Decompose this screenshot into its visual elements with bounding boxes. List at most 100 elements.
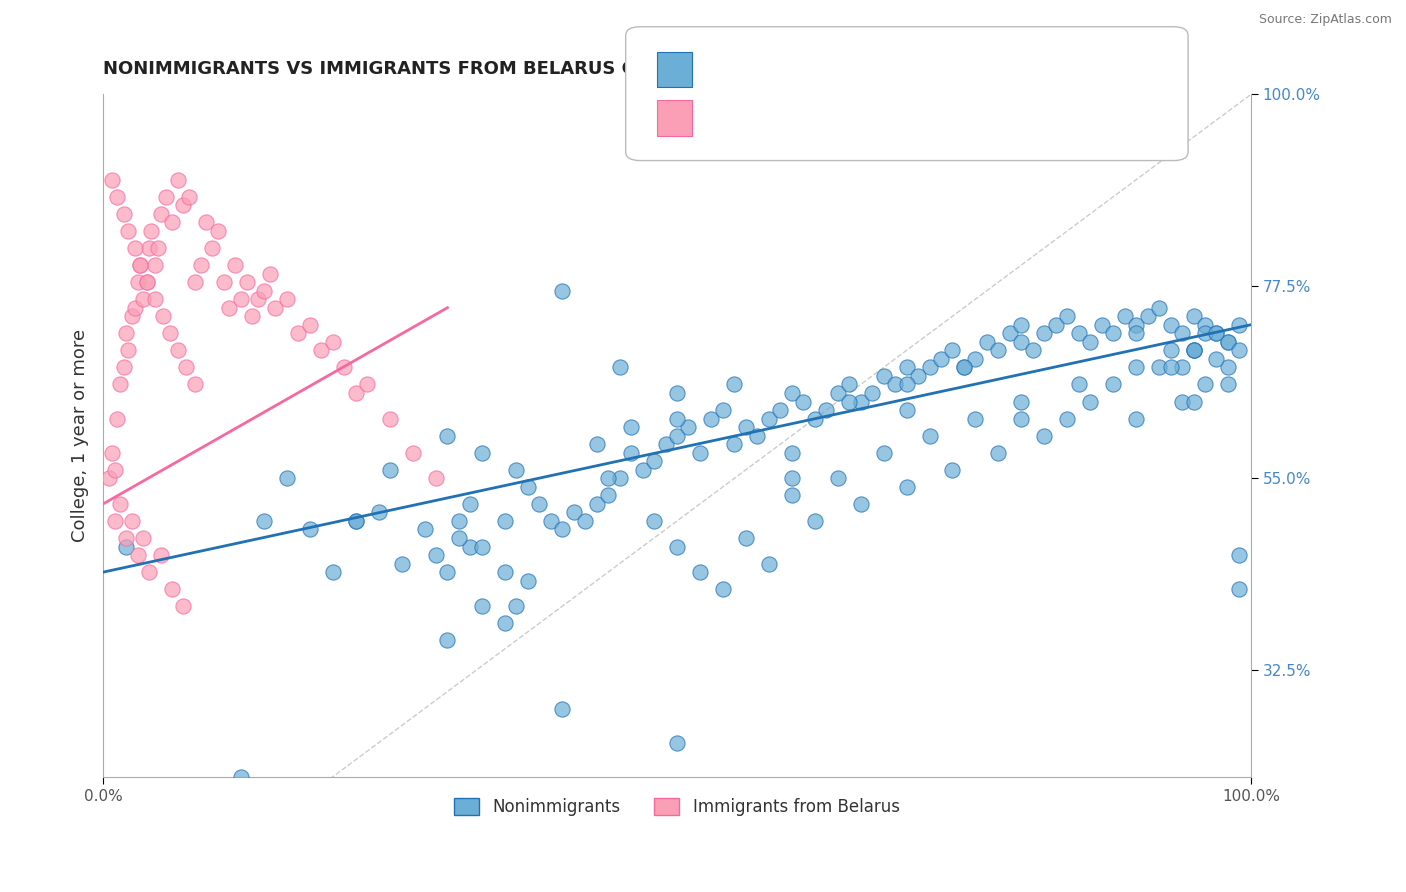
Immigrants from Belarus <box>110 497 132 511</box>
Nonimmigrants <box>1067 377 1090 392</box>
Nonimmigrants <box>941 463 963 477</box>
Nonimmigrants <box>378 463 401 477</box>
Immigrants from Belarus <box>259 267 281 281</box>
Nonimmigrants <box>322 565 344 579</box>
Nonimmigrants <box>872 446 894 460</box>
Immigrants from Belarus <box>149 207 172 221</box>
Immigrants from Belarus <box>97 471 120 485</box>
Nonimmigrants <box>965 351 987 366</box>
Nonimmigrants <box>965 411 987 425</box>
Nonimmigrants <box>436 633 458 648</box>
Immigrants from Belarus <box>105 190 128 204</box>
Immigrants from Belarus <box>101 446 124 460</box>
Y-axis label: College, 1 year or more: College, 1 year or more <box>72 329 89 542</box>
Nonimmigrants <box>574 514 596 528</box>
Nonimmigrants <box>1171 360 1194 375</box>
Immigrants from Belarus <box>224 258 246 272</box>
Nonimmigrants <box>1056 411 1078 425</box>
Nonimmigrants <box>666 540 689 554</box>
Nonimmigrants <box>585 437 607 451</box>
Immigrants from Belarus <box>112 360 135 375</box>
Text: NONIMMIGRANTS VS IMMIGRANTS FROM BELARUS COLLEGE, 1 YEAR OR MORE CORRELATION CHA: NONIMMIGRANTS VS IMMIGRANTS FROM BELARUS… <box>103 60 1119 78</box>
Nonimmigrants <box>643 454 665 468</box>
Immigrants from Belarus <box>127 548 149 562</box>
Nonimmigrants <box>447 514 470 528</box>
Nonimmigrants <box>1182 343 1205 358</box>
Nonimmigrants <box>276 471 298 485</box>
Immigrants from Belarus <box>240 310 263 324</box>
Nonimmigrants <box>1022 343 1045 358</box>
Immigrants from Belarus <box>121 514 143 528</box>
Nonimmigrants <box>1160 343 1182 358</box>
Immigrants from Belarus <box>264 301 287 315</box>
Nonimmigrants <box>1033 326 1056 341</box>
Immigrants from Belarus <box>112 207 135 221</box>
Immigrants from Belarus <box>184 377 207 392</box>
Nonimmigrants <box>1102 326 1125 341</box>
Legend: Nonimmigrants, Immigrants from Belarus: Nonimmigrants, Immigrants from Belarus <box>447 791 907 823</box>
Text: Source: ZipAtlas.com: Source: ZipAtlas.com <box>1258 13 1392 27</box>
Nonimmigrants <box>723 377 745 392</box>
Nonimmigrants <box>678 420 700 434</box>
Nonimmigrants <box>666 736 689 750</box>
Nonimmigrants <box>711 403 734 417</box>
Nonimmigrants <box>1229 343 1251 358</box>
Nonimmigrants <box>516 480 538 494</box>
Nonimmigrants <box>1160 318 1182 332</box>
Nonimmigrants <box>896 377 918 392</box>
Immigrants from Belarus <box>212 275 235 289</box>
Immigrants from Belarus <box>309 343 332 358</box>
Nonimmigrants <box>1010 334 1032 349</box>
Nonimmigrants <box>529 497 551 511</box>
Immigrants from Belarus <box>184 275 207 289</box>
Immigrants from Belarus <box>166 172 188 186</box>
Immigrants from Belarus <box>333 360 356 375</box>
Nonimmigrants <box>620 446 643 460</box>
Immigrants from Belarus <box>218 301 240 315</box>
Nonimmigrants <box>413 523 436 537</box>
Nonimmigrants <box>998 326 1021 341</box>
Immigrants from Belarus <box>132 292 155 306</box>
Nonimmigrants <box>838 377 860 392</box>
Nonimmigrants <box>987 446 1010 460</box>
Nonimmigrants <box>803 411 825 425</box>
Nonimmigrants <box>115 540 138 554</box>
Nonimmigrants <box>391 557 413 571</box>
Nonimmigrants <box>1216 334 1239 349</box>
Nonimmigrants <box>1205 326 1227 341</box>
Nonimmigrants <box>562 505 585 519</box>
Nonimmigrants <box>780 488 803 502</box>
Nonimmigrants <box>987 343 1010 358</box>
Nonimmigrants <box>436 428 458 442</box>
Nonimmigrants <box>229 770 252 784</box>
Nonimmigrants <box>1125 326 1147 341</box>
Nonimmigrants <box>666 411 689 425</box>
Immigrants from Belarus <box>287 326 309 341</box>
Nonimmigrants <box>827 386 849 401</box>
Nonimmigrants <box>780 446 803 460</box>
Immigrants from Belarus <box>195 215 218 229</box>
Immigrants from Belarus <box>128 258 150 272</box>
Nonimmigrants <box>505 463 527 477</box>
Immigrants from Belarus <box>115 326 138 341</box>
Nonimmigrants <box>1114 310 1136 324</box>
Immigrants from Belarus <box>127 275 149 289</box>
Nonimmigrants <box>1216 334 1239 349</box>
Nonimmigrants <box>849 394 872 409</box>
Immigrants from Belarus <box>149 548 172 562</box>
Immigrants from Belarus <box>253 284 276 298</box>
Nonimmigrants <box>1194 377 1216 392</box>
Nonimmigrants <box>1205 351 1227 366</box>
Immigrants from Belarus <box>402 446 425 460</box>
Nonimmigrants <box>494 616 516 631</box>
Immigrants from Belarus <box>201 241 224 255</box>
Nonimmigrants <box>1205 326 1227 341</box>
Nonimmigrants <box>689 446 711 460</box>
Immigrants from Belarus <box>110 377 132 392</box>
Nonimmigrants <box>918 428 941 442</box>
Immigrants from Belarus <box>166 343 188 358</box>
Nonimmigrants <box>1229 548 1251 562</box>
Immigrants from Belarus <box>344 386 367 401</box>
Immigrants from Belarus <box>276 292 298 306</box>
Nonimmigrants <box>1216 360 1239 375</box>
